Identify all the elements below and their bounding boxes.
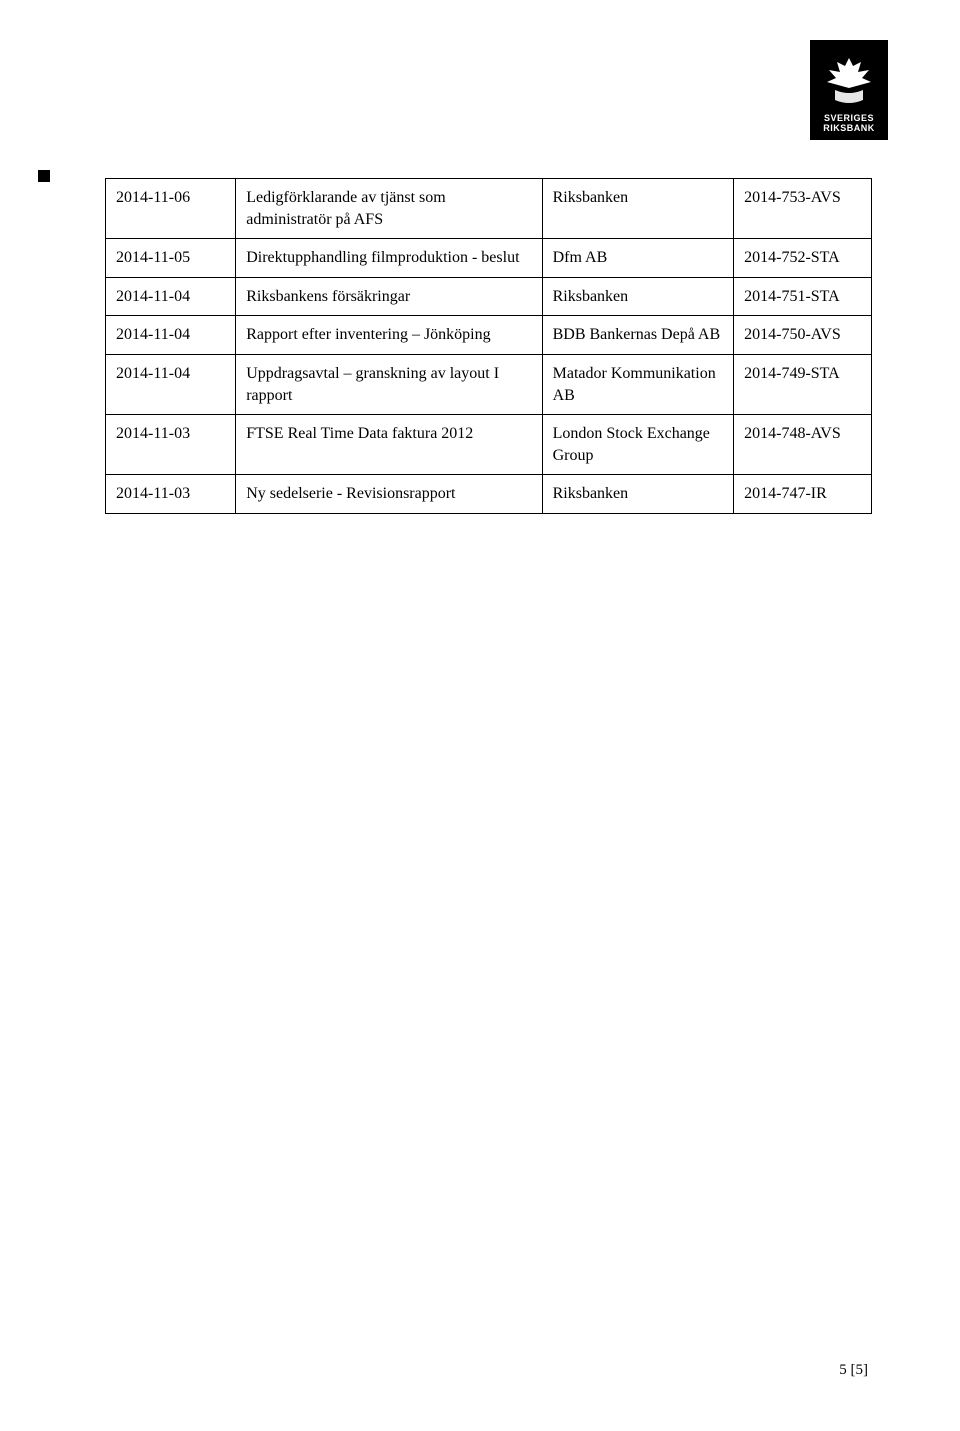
table-cell-col4: 2014-753-AVS: [734, 179, 872, 239]
table-cell-col4: 2014-749-STA: [734, 354, 872, 414]
table-cell-col2: Ledigförklarande av tjänst som administr…: [236, 179, 542, 239]
table-row: 2014-11-03FTSE Real Time Data faktura 20…: [106, 415, 872, 475]
table-cell-col2: Direktupphandling filmproduktion - beslu…: [236, 239, 542, 278]
table-cell-col2: Rapport efter inventering – Jönköping: [236, 316, 542, 355]
table-cell-col1: 2014-11-03: [106, 475, 236, 514]
table-cell-col4: 2014-752-STA: [734, 239, 872, 278]
table-cell-col1: 2014-11-03: [106, 415, 236, 475]
table-cell-col1: 2014-11-04: [106, 316, 236, 355]
table-cell-col4: 2014-750-AVS: [734, 316, 872, 355]
crown-emblem-icon: [810, 40, 888, 114]
page-number: 5 [5]: [839, 1362, 868, 1379]
table-cell-col3: London Stock Exchange Group: [542, 415, 734, 475]
table-cell-col3: Dfm AB: [542, 239, 734, 278]
table-row: 2014-11-06Ledigförklarande av tjänst som…: [106, 179, 872, 239]
table-row: 2014-11-04Riksbankens försäkringarRiksba…: [106, 277, 872, 316]
table-cell-col2: Uppdragsavtal – granskning av layout I r…: [236, 354, 542, 414]
table-cell-col4: 2014-747-IR: [734, 475, 872, 514]
black-square-marker: [38, 170, 50, 182]
table-cell-col2: Riksbankens försäkringar: [236, 277, 542, 316]
logo-text-line2: RIKSBANK: [823, 124, 875, 134]
records-table: 2014-11-06Ledigförklarande av tjänst som…: [105, 178, 872, 514]
table-cell-col4: 2014-748-AVS: [734, 415, 872, 475]
page: SVERIGES RIKSBANK 2014-11-06Ledigförklar…: [0, 0, 960, 1431]
table-cell-col3: Riksbanken: [542, 277, 734, 316]
table-cell-col1: 2014-11-06: [106, 179, 236, 239]
table-row: 2014-11-04Rapport efter inventering – Jö…: [106, 316, 872, 355]
table-cell-col2: FTSE Real Time Data faktura 2012: [236, 415, 542, 475]
table-cell-col1: 2014-11-04: [106, 277, 236, 316]
table-row: 2014-11-04Uppdragsavtal – granskning av …: [106, 354, 872, 414]
table-cell-col3: BDB Bankernas Depå AB: [542, 316, 734, 355]
table-cell-col2: Ny sedelserie - Revisionsrapport: [236, 475, 542, 514]
logo-text: SVERIGES RIKSBANK: [823, 114, 875, 134]
table-row: 2014-11-03Ny sedelserie - Revisionsrappo…: [106, 475, 872, 514]
table-cell-col3: Matador Kommunikation AB: [542, 354, 734, 414]
table-row: 2014-11-05Direktupphandling filmprodukti…: [106, 239, 872, 278]
table-cell-col3: Riksbanken: [542, 475, 734, 514]
riksbank-logo: SVERIGES RIKSBANK: [810, 40, 888, 140]
table-cell-col1: 2014-11-05: [106, 239, 236, 278]
table-cell-col4: 2014-751-STA: [734, 277, 872, 316]
table-cell-col3: Riksbanken: [542, 179, 734, 239]
table-cell-col1: 2014-11-04: [106, 354, 236, 414]
